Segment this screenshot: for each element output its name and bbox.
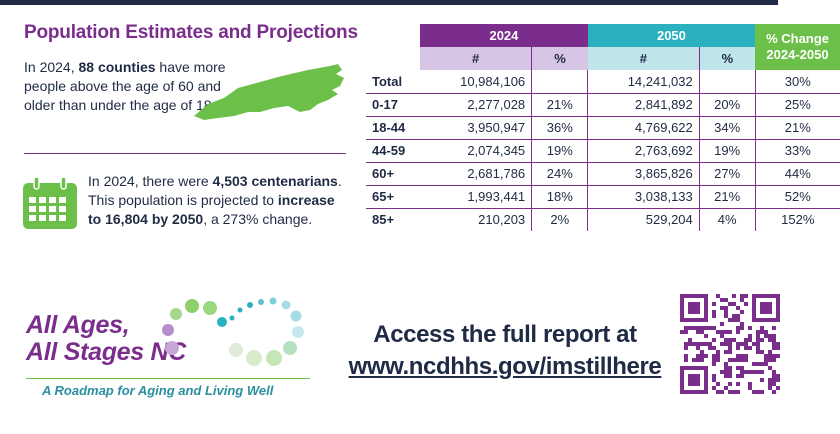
row-label: 85+ (372, 212, 395, 228)
cell-2024-percent: 19% (531, 139, 588, 163)
cell-2024-number: 10,984,106 (420, 70, 532, 94)
qr-code-icon[interactable] (680, 294, 780, 394)
centenarian-text-pre: In 2024, there were (88, 173, 213, 189)
subheader-2050-number: # (587, 47, 700, 70)
row-label: Total (366, 70, 420, 94)
table-row: 65+ 1,993,441 18% 3,038,133 21% 52% (366, 185, 840, 209)
centenarian-statement: In 2024, there were 4,503 centenarians. … (88, 172, 350, 229)
intro-text-post: have more people above the age of 60 and… (24, 59, 226, 113)
cell-percent-change: 21% (754, 116, 840, 140)
table-row: 0-17 2,277,028 21% 2,841,892 20% 25% (366, 93, 840, 117)
header-year-2024: 2024 (420, 24, 588, 47)
cell-2050-percent: 34% (698, 116, 755, 140)
report-url-link[interactable]: www.ncdhhs.gov/imstillhere (348, 353, 662, 380)
row-label: 60+ (366, 162, 420, 186)
cell-2050-number: 3,865,826 (587, 162, 700, 186)
all-ages-logo-text: All Ages, All Stages NC (26, 312, 186, 366)
row-label: 18-44 (366, 116, 420, 140)
centenarian-projection: increase to 16,804 by 2050 (88, 192, 335, 227)
cell-2024-percent: 24% (531, 162, 588, 186)
access-heading: Access the full report at (373, 321, 637, 348)
cell-2050-percent (698, 70, 755, 94)
section-divider (24, 153, 346, 154)
north-carolina-map-icon (194, 64, 344, 120)
calendar-icon (23, 176, 77, 229)
cell-2050-percent: 19% (698, 139, 755, 163)
cell-percent-change: 30% (754, 70, 840, 94)
table-row: 60+ 2,681,786 24% 3,865,826 27% 44% (366, 162, 840, 186)
cell-2050-percent: 4% (698, 208, 755, 231)
cell-2024-percent (531, 70, 588, 94)
cell-2024-number: 1,993,441 (420, 185, 532, 209)
row-label: 65+ (366, 185, 420, 209)
cell-2024-percent: 21% (531, 93, 588, 117)
logo-line1: All Ages, (26, 311, 130, 339)
cell-percent-change: 25% (754, 93, 840, 117)
cell-2050-number: 4,769,622 (587, 116, 700, 140)
cell-2050-number: 14,241,032 (587, 70, 700, 94)
cell-2024-number: 2,277,028 (420, 93, 532, 117)
table-row: 44-59 2,074,345 19% 2,763,692 19% 33% (366, 139, 840, 163)
table-corner (366, 24, 420, 47)
cell-2024-number: 210,203 (478, 212, 526, 228)
page-title: Population Estimates and Projections (24, 22, 358, 43)
cell-2050-number: 2,763,692 (587, 139, 700, 163)
cell-2024-number: 2,074,345 (420, 139, 532, 163)
cell-2024-number: 3,950,947 (420, 116, 532, 140)
table-corner-sub (366, 47, 420, 70)
header-change-line1: % Change (766, 31, 829, 46)
intro-text-bold: 88 counties (78, 59, 156, 75)
logo-line2: All Stages NC (26, 338, 187, 366)
access-report-cta: Access the full report at www.ncdhhs.gov… (340, 319, 670, 383)
cell-percent-change: 44% (754, 162, 840, 186)
row-label: 0-17 (366, 93, 420, 117)
cell-2050-percent: 27% (698, 162, 755, 186)
centenarian-text-post: , a 273% change. (203, 211, 313, 227)
cell-2024-percent: 2% (531, 208, 588, 231)
header-change-line2: 2024-2050 (766, 47, 829, 62)
centenarian-count: 4,503 centenarians (212, 173, 338, 189)
cell-percent-change: 52% (754, 185, 840, 209)
subheader-2024-number: # (420, 47, 532, 70)
logo-tagline: A Roadmap for Aging and Living Well (42, 383, 274, 398)
centenarian-text-mid: . This population is projected to (88, 173, 342, 208)
top-bar (0, 0, 778, 5)
subheader-2024-percent: % (531, 47, 588, 70)
counties-statement: In 2024, 88 counties have more people ab… (24, 58, 234, 115)
cell-2050-number: 2,841,892 (587, 93, 700, 117)
logo-underline (26, 378, 310, 379)
subheader-2050-percent: % (698, 47, 755, 70)
header-year-2050: 2050 (587, 24, 755, 47)
cell-percent-change: 33% (754, 139, 840, 163)
cell-2050-number: 529,204 (587, 208, 700, 231)
header-percent-change: % Change 2024-2050 (755, 24, 840, 70)
cell-2024-percent: 36% (531, 116, 588, 140)
cell-2050-percent: 21% (698, 185, 755, 209)
cell-2050-number: 3,038,133 (587, 185, 700, 209)
cell-2024-number: 2,681,786 (420, 162, 532, 186)
cell-2024-percent: 18% (531, 185, 588, 209)
population-table: 2024 2050 % Change 2024-2050 # % # % Tota… (366, 24, 840, 231)
table-row: Total 10,984,106 14,241,032 30% (366, 70, 840, 94)
table-row: 18-44 3,950,947 36% 4,769,622 34% 21% (366, 116, 840, 140)
logo-dots-graphic (162, 297, 304, 366)
table-row: 85+ 210,203 2% 529,204 4% 152% (366, 208, 840, 231)
cell-percent-change: 152% (754, 208, 840, 231)
row-label: 44-59 (366, 139, 420, 163)
cell-2050-percent: 20% (698, 93, 755, 117)
intro-text-pre: In 2024, (24, 59, 79, 75)
